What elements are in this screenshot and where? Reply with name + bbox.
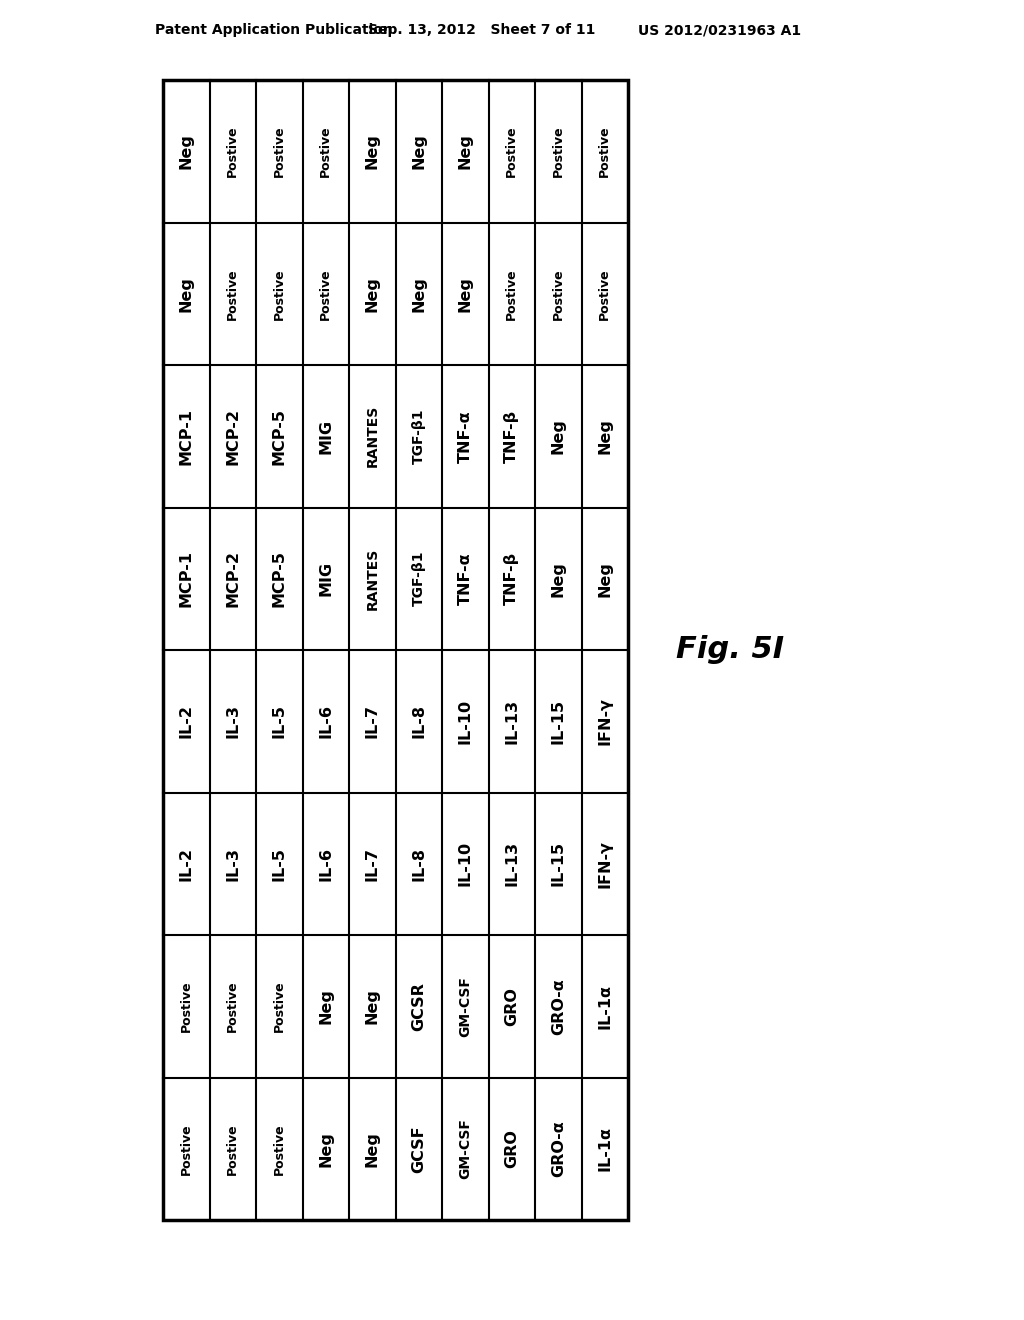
Text: GCSR: GCSR — [412, 982, 426, 1031]
Text: Neg: Neg — [597, 418, 612, 454]
Text: Postive: Postive — [272, 981, 286, 1032]
Text: Postive: Postive — [180, 981, 193, 1032]
Text: GRO-α: GRO-α — [551, 1121, 565, 1177]
Text: Postive: Postive — [226, 1123, 240, 1175]
Text: Postive: Postive — [226, 268, 240, 319]
Text: TNF-α: TNF-α — [458, 411, 473, 462]
Text: Postive: Postive — [319, 268, 332, 319]
Text: MCP-2: MCP-2 — [225, 408, 241, 465]
Text: TGF-β1: TGF-β1 — [412, 550, 426, 606]
Text: TNF-β: TNF-β — [504, 409, 519, 463]
Text: MCP-5: MCP-5 — [271, 408, 287, 465]
Text: RANTES: RANTES — [366, 405, 379, 467]
Text: IL-1α: IL-1α — [597, 1126, 612, 1171]
Text: Postive: Postive — [598, 268, 611, 319]
Bar — [163, 81, 628, 1220]
Text: IL-13: IL-13 — [504, 841, 519, 886]
Text: Neg: Neg — [365, 989, 380, 1024]
Text: Postive: Postive — [226, 125, 240, 177]
Text: Neg: Neg — [551, 561, 565, 597]
Text: Neg: Neg — [365, 133, 380, 169]
Text: IL-6: IL-6 — [318, 846, 333, 880]
Text: Postive: Postive — [272, 268, 286, 319]
Text: Neg: Neg — [318, 1131, 333, 1167]
Text: TGF-β1: TGF-β1 — [412, 408, 426, 465]
Text: Neg: Neg — [365, 276, 380, 312]
Text: MIG: MIG — [318, 561, 333, 597]
Text: IL-15: IL-15 — [551, 698, 565, 743]
Text: Neg: Neg — [551, 418, 565, 454]
Text: Neg: Neg — [597, 561, 612, 597]
Text: IL-5: IL-5 — [271, 846, 287, 880]
Text: Postive: Postive — [272, 1123, 286, 1175]
Text: IL-3: IL-3 — [225, 846, 241, 880]
Text: TNF-α: TNF-α — [458, 553, 473, 605]
Text: IL-13: IL-13 — [504, 698, 519, 743]
Text: Neg: Neg — [458, 133, 473, 169]
Text: Neg: Neg — [179, 276, 194, 312]
Text: Postive: Postive — [226, 981, 240, 1032]
Text: GRO: GRO — [504, 1130, 519, 1168]
Text: Postive: Postive — [552, 125, 565, 177]
Text: MIG: MIG — [318, 418, 333, 454]
Text: IFN-γ: IFN-γ — [597, 697, 612, 746]
Text: IL-10: IL-10 — [458, 698, 473, 743]
Text: IL-5: IL-5 — [271, 705, 287, 738]
Text: Postive: Postive — [552, 268, 565, 319]
Text: IL-2: IL-2 — [179, 846, 194, 880]
Text: MCP-2: MCP-2 — [225, 550, 241, 607]
Text: IL-1α: IL-1α — [597, 983, 612, 1028]
Text: Neg: Neg — [412, 276, 426, 312]
Text: IL-3: IL-3 — [225, 705, 241, 738]
Text: IL-10: IL-10 — [458, 841, 473, 886]
Text: Sep. 13, 2012   Sheet 7 of 11: Sep. 13, 2012 Sheet 7 of 11 — [368, 22, 595, 37]
Text: IL-8: IL-8 — [412, 705, 426, 738]
Text: MCP-5: MCP-5 — [271, 550, 287, 607]
Text: IL-6: IL-6 — [318, 705, 333, 738]
Text: Postive: Postive — [505, 125, 518, 177]
Text: TNF-β: TNF-β — [504, 552, 519, 606]
Text: Neg: Neg — [412, 133, 426, 169]
Text: GM-CSF: GM-CSF — [459, 1118, 472, 1179]
Text: MCP-1: MCP-1 — [179, 550, 194, 607]
Text: IL-7: IL-7 — [365, 846, 380, 880]
Text: RANTES: RANTES — [366, 548, 379, 610]
Text: Patent Application Publication: Patent Application Publication — [155, 22, 393, 37]
Text: IL-15: IL-15 — [551, 841, 565, 886]
Text: GRO: GRO — [504, 987, 519, 1026]
Text: MCP-1: MCP-1 — [179, 408, 194, 465]
Text: Postive: Postive — [272, 125, 286, 177]
Text: IL-2: IL-2 — [179, 705, 194, 738]
Text: Postive: Postive — [598, 125, 611, 177]
Text: Postive: Postive — [505, 268, 518, 319]
Text: GCSF: GCSF — [412, 1125, 426, 1172]
Text: GRO-α: GRO-α — [551, 978, 565, 1035]
Text: GM-CSF: GM-CSF — [459, 975, 472, 1036]
Text: Fig. 5I: Fig. 5I — [676, 635, 784, 664]
Text: Neg: Neg — [179, 133, 194, 169]
Text: IL-7: IL-7 — [365, 705, 380, 738]
Text: Neg: Neg — [365, 1131, 380, 1167]
Text: US 2012/0231963 A1: US 2012/0231963 A1 — [638, 22, 801, 37]
Text: Postive: Postive — [319, 125, 332, 177]
Text: Neg: Neg — [458, 276, 473, 312]
Text: IL-8: IL-8 — [412, 846, 426, 880]
Text: Postive: Postive — [180, 1123, 193, 1175]
Text: IFN-γ: IFN-γ — [597, 840, 612, 888]
Text: Neg: Neg — [318, 989, 333, 1024]
